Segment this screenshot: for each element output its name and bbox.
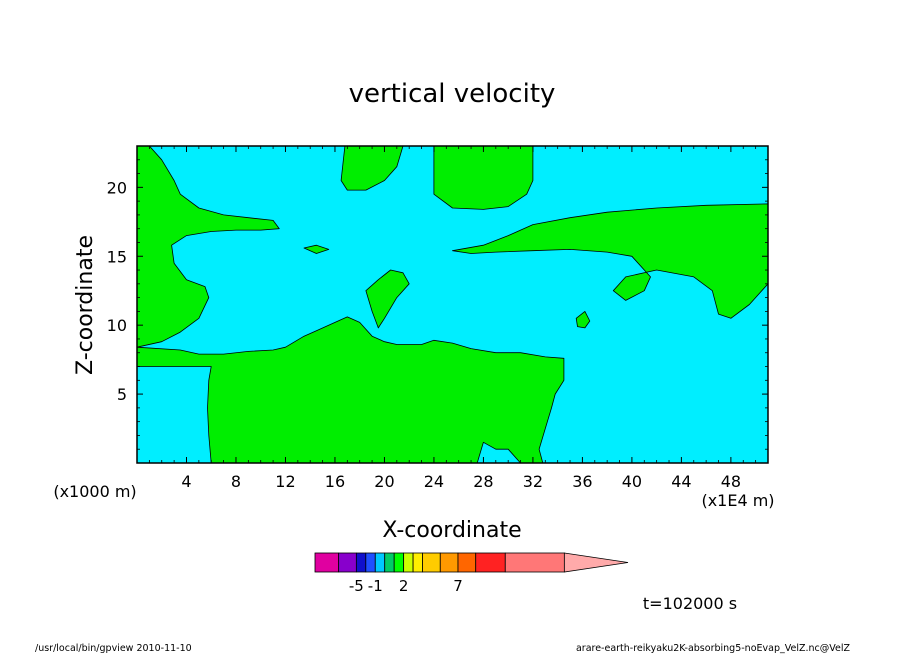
positive-region-3	[340, 145, 404, 191]
x-tick-label: 16	[325, 472, 345, 491]
x-tick-label: 20	[374, 472, 394, 491]
colorbar: -5 -1 2 7	[314, 552, 629, 595]
positive-region-8	[303, 244, 330, 254]
positive-region-6	[365, 269, 410, 329]
y-tick-label: 10	[107, 316, 127, 335]
x-tick-label: 40	[622, 472, 642, 491]
y-tick-label: 15	[107, 247, 127, 266]
colorbar-segment	[422, 552, 441, 573]
y-tick-label: 5	[117, 385, 127, 404]
x-tick-label: 12	[275, 472, 295, 491]
colorbar-tick-label: -1	[368, 577, 383, 595]
colorbar-segment	[384, 552, 395, 573]
y-unit-label: (x1000 m)	[53, 482, 136, 501]
program-info: /usr/local/bin/gpview 2010-11-10	[35, 643, 192, 654]
colorbar-segment	[314, 552, 340, 573]
x-tick-label: 28	[473, 472, 493, 491]
colorbar-segment	[412, 552, 423, 573]
colorbar-segment	[374, 552, 386, 573]
positive-region-5	[452, 203, 769, 319]
y-axis-title: Z-coordinate	[73, 235, 98, 375]
colorbar-segment	[393, 552, 405, 573]
x-tick-label: 44	[671, 472, 691, 491]
x-tick-label: 4	[181, 472, 191, 491]
x-axis-title: X-coordinate	[382, 518, 521, 543]
colorbar-tick-label: 2	[399, 577, 409, 595]
positive-region-4	[433, 145, 534, 210]
y-axis: 5 10 15 20	[107, 159, 768, 450]
colorbar-segment	[365, 552, 376, 573]
colorbar-tick-label: 7	[453, 577, 463, 595]
x-tick-label: 36	[572, 472, 592, 491]
colorbar-segment	[403, 552, 414, 573]
x-axis: 4 8 12 16 20 24 28 32 36 40 44 48	[148, 146, 757, 491]
chart-title: vertical velocity	[349, 79, 556, 109]
x-tick-label: 48	[721, 472, 741, 491]
x-tick-label: 8	[231, 472, 241, 491]
colorbar-segment	[457, 552, 477, 573]
plot-frame	[136, 145, 769, 464]
contour-regions	[136, 145, 769, 464]
colorbar-segment	[475, 552, 506, 573]
timestamp-label: t=102000 s	[643, 594, 737, 613]
positive-region-7	[575, 310, 591, 329]
colorbar-segment	[439, 552, 459, 573]
colorbar-segment	[355, 552, 367, 573]
x-unit-label: (x1E4 m)	[701, 491, 774, 510]
colorbar-arrow	[563, 552, 629, 573]
x-tick-label: 32	[523, 472, 543, 491]
colorbar-segment	[338, 552, 357, 573]
x-tick-label: 24	[424, 472, 444, 491]
colorbar-tick-label: -5	[349, 577, 364, 595]
y-tick-label: 20	[107, 178, 127, 197]
colorbar-segment	[504, 552, 565, 573]
positive-region-2	[136, 145, 280, 348]
source-file: arare-earth-reikyaku2K-absorbing5-noEvap…	[576, 643, 851, 654]
